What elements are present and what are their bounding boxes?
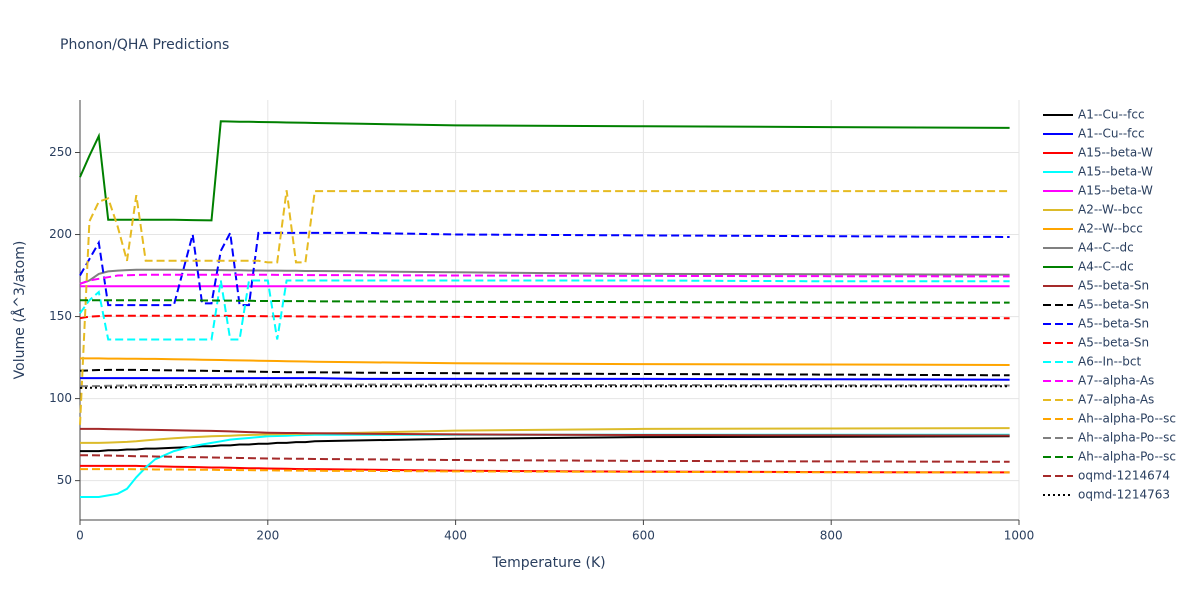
series-line (80, 427, 1010, 437)
y-tick-label: 150 (49, 309, 72, 323)
legend-label: Ah--alpha-Po--sc (1078, 450, 1176, 464)
series-line (80, 377, 1010, 381)
x-tick-label: 200 (256, 529, 279, 543)
legend-label: A4--C--dc (1078, 260, 1134, 274)
series-line (79, 314, 1010, 320)
legend-label: A15--beta-W (1078, 165, 1153, 179)
legend-label: A4--C--dc (1078, 241, 1134, 255)
series-line (80, 299, 1010, 304)
series-line (79, 368, 1010, 377)
series-line (79, 383, 1010, 388)
legend-label: A15--beta-W (1078, 146, 1153, 160)
x-axis-title: Temperature (K) (491, 555, 605, 571)
series-line (80, 464, 1010, 474)
series-line (79, 120, 1010, 222)
legend-label: A5--beta-Sn (1078, 317, 1149, 331)
series-line (79, 273, 1010, 285)
legend-label: A15--beta-W (1078, 184, 1153, 198)
chart-title: Phonon/QHA Predictions (60, 37, 229, 53)
series-line (80, 433, 1010, 498)
series-line (79, 279, 1010, 341)
x-tick-label: 400 (444, 529, 467, 543)
legend-label: A6--In--bct (1078, 355, 1142, 369)
x-tick-label: 1000 (1004, 529, 1035, 543)
series-line (80, 468, 1010, 474)
legend-label: A7--alpha-As (1078, 374, 1154, 388)
legend-label: A1--Cu--fcc (1078, 127, 1145, 141)
series-line (80, 454, 1010, 463)
series-line (80, 435, 1010, 453)
legend-label: A5--beta-Sn (1078, 336, 1149, 350)
legend-label: A2--W--bcc (1078, 222, 1143, 236)
series-line (79, 190, 1010, 425)
series-line (79, 268, 1010, 285)
y-tick-label: 250 (49, 145, 72, 159)
y-tick-label: 100 (49, 391, 72, 405)
series-line (79, 385, 1010, 389)
legend-label: oqmd-1214763 (1078, 488, 1170, 502)
x-tick-label: 0 (76, 529, 84, 543)
legend-label: A5--beta-Sn (1078, 279, 1149, 293)
legend-label: Ah--alpha-Po--sc (1078, 412, 1176, 426)
legend-label: A1--Cu--fcc (1078, 108, 1145, 122)
legend-label: oqmd-1214674 (1078, 469, 1170, 483)
y-tick-label: 50 (57, 473, 72, 487)
legend-label: A2--W--bcc (1078, 203, 1143, 217)
legend-label: Ah--alpha-Po--sc (1078, 431, 1176, 445)
x-tick-label: 800 (820, 529, 843, 543)
series-line (79, 229, 1010, 307)
legend-label: A5--beta-Sn (1078, 298, 1149, 312)
series-line (80, 357, 1010, 366)
legend-label: A7--alpha-As (1078, 393, 1154, 407)
y-axis-title: Volume (Å^3/atom) (11, 241, 28, 380)
x-tick-label: 600 (632, 529, 655, 543)
y-tick-label: 200 (49, 227, 72, 241)
